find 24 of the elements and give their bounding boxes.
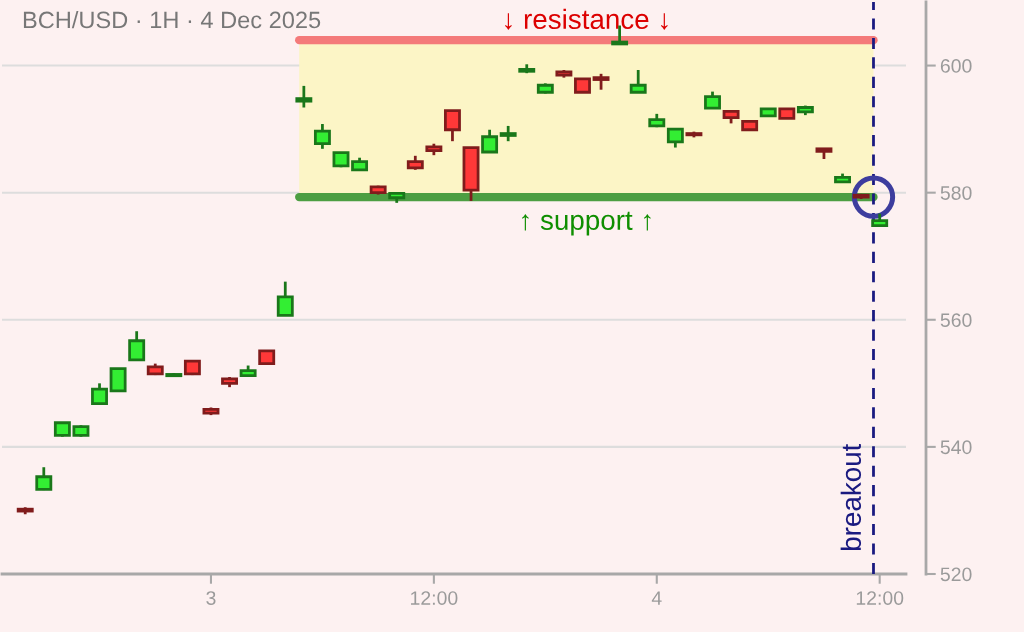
candlestick — [444, 109, 461, 143]
ref-line-label: breakout — [840, 443, 862, 550]
y-tick-label: 540 — [940, 440, 972, 455]
series-label: ↓ resistance ↓ — [505, 8, 668, 30]
candlestick — [109, 367, 127, 393]
candlestick — [295, 84, 313, 109]
candlestick — [35, 465, 53, 492]
candlestick — [629, 68, 647, 95]
candlestick — [666, 127, 684, 149]
x-tick-label: 3 — [206, 591, 216, 605]
candlestick — [276, 280, 294, 317]
chart-title: BCH/USD · 1H · 4 Dec 2025 — [23, 11, 321, 29]
candlestick — [481, 128, 499, 154]
candlestick — [91, 381, 108, 406]
x-tick-label: 4 — [651, 591, 662, 605]
y-tick-label: 560 — [940, 313, 972, 328]
y-tick-label: 600 — [940, 59, 972, 73]
candlestick — [128, 329, 146, 362]
y-tick-label: 520 — [940, 567, 972, 582]
series-label: ↑ support ↑ — [522, 211, 651, 236]
candlestick — [313, 122, 331, 151]
x-tick-label: 12:00 — [856, 591, 904, 605]
x-tick-label: 12:00 — [411, 591, 458, 605]
y-tick-label: 580 — [940, 186, 972, 200]
